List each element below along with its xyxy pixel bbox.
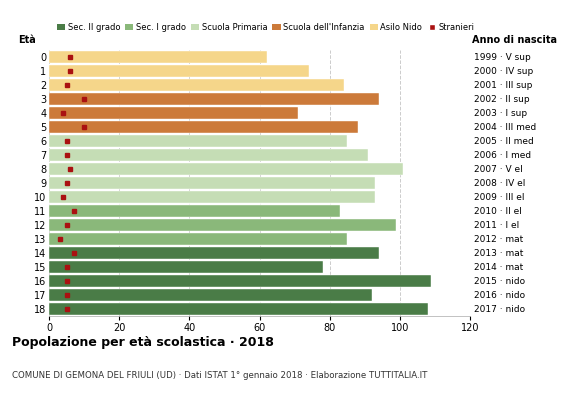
Bar [49, 234, 347, 245]
Bar [49, 149, 368, 160]
Bar [49, 107, 298, 118]
Bar [49, 163, 403, 174]
Text: Anno di nascita: Anno di nascita [472, 35, 557, 45]
Bar [49, 121, 358, 132]
Bar [49, 192, 375, 203]
Bar [49, 262, 322, 273]
Bar [49, 135, 347, 146]
Bar [49, 65, 309, 76]
Text: COMUNE DI GEMONA DEL FRIULI (UD) · Dati ISTAT 1° gennaio 2018 · Elaborazione TUT: COMUNE DI GEMONA DEL FRIULI (UD) · Dati … [12, 371, 427, 380]
Bar [49, 177, 375, 189]
Text: Popolazione per età scolastica · 2018: Popolazione per età scolastica · 2018 [12, 336, 274, 349]
Bar [49, 247, 379, 259]
Bar [49, 219, 396, 230]
Bar [49, 79, 343, 90]
Bar [49, 206, 340, 217]
Bar [49, 290, 372, 301]
Bar [49, 93, 379, 104]
Bar [49, 304, 428, 315]
Text: Età: Età [18, 35, 35, 45]
Bar [49, 275, 432, 286]
Bar [49, 51, 267, 62]
Legend: Sec. II grado, Sec. I grado, Scuola Primaria, Scuola dell'Infanzia, Asilo Nido, : Sec. II grado, Sec. I grado, Scuola Prim… [53, 20, 477, 35]
